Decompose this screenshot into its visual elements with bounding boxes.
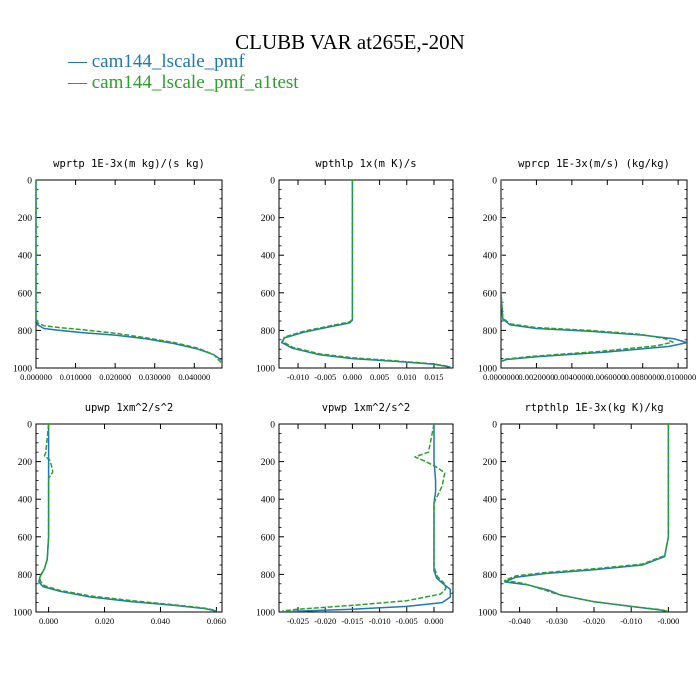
series-line-2 (282, 180, 451, 368)
panel-title: vpwp 1xm^2/s^2 (322, 402, 411, 414)
x-tick-label: 0.020000 (99, 372, 131, 382)
y-tick-label: 0 (270, 177, 275, 187)
x-tick-label: 0.0020000 (518, 372, 554, 382)
x-tick-label: 0.000 (343, 372, 362, 382)
panel-title: upwp 1xm^2/s^2 (85, 402, 174, 414)
x-tick-label: 0.030000 (139, 372, 171, 382)
y-tick-label: 1000 (256, 365, 275, 375)
x-tick-label: -0.020 (314, 616, 336, 626)
panel-title: wprcp 1E-3x(m/s) (kg/kg) (518, 158, 670, 170)
x-tick-label: -0.020 (583, 616, 605, 626)
x-tick-label: 0.010000 (60, 372, 92, 382)
panel-frame (35, 423, 223, 613)
x-tick-label: -0.015 (341, 616, 363, 626)
y-tick-label: 400 (261, 252, 276, 262)
panel-frame (278, 179, 454, 369)
x-tick-label: 0.005 (370, 372, 389, 382)
y-tick-label: 400 (483, 252, 498, 262)
y-tick-label: 400 (261, 496, 276, 506)
y-tick-label: 0 (27, 421, 32, 431)
legend-entry-series-2: — cam144_lscale_pmf_a1test (68, 72, 299, 93)
x-tick-label: 0.010 (397, 372, 416, 382)
panel-title: rtpthlp 1E-3x(kg K)/kg (524, 402, 663, 414)
series-line-2 (39, 424, 217, 612)
y-tick-label: 400 (18, 496, 33, 506)
series-line-1 (503, 424, 670, 612)
y-tick-label: 600 (18, 289, 33, 299)
y-tick-label: 200 (483, 458, 498, 468)
series-line-2 (501, 180, 674, 362)
series-line-2 (503, 424, 670, 612)
figure-title: CLUBB VAR at265E,-20N (235, 30, 465, 54)
x-tick-label: 0.0060000 (589, 372, 625, 382)
y-tick-label: 1000 (13, 609, 32, 619)
x-tick-label: -0.040 (509, 616, 531, 626)
y-tick-label: 1000 (13, 365, 32, 375)
y-tick-label: 1000 (256, 609, 275, 619)
series-line-2 (281, 424, 447, 612)
y-tick-label: 600 (18, 533, 33, 543)
y-tick-label: 200 (18, 214, 33, 224)
x-tick-label: 0.0080000 (625, 372, 661, 382)
panel-frame (500, 423, 688, 613)
series-line-1 (281, 424, 452, 612)
y-tick-label: 800 (18, 571, 33, 581)
y-tick-label: 800 (18, 327, 33, 337)
x-tick-label: -0.010 (369, 616, 391, 626)
y-tick-label: 200 (18, 458, 33, 468)
panel-title: wprtp 1E-3x(m kg)/(s kg) (53, 158, 205, 170)
x-tick-label: -0.005 (396, 616, 418, 626)
x-tick-label: 0.040000 (178, 372, 210, 382)
series-line-1 (501, 180, 687, 363)
x-tick-label: 0.015 (424, 372, 443, 382)
y-tick-label: 400 (18, 252, 33, 262)
y-tick-label: 600 (261, 289, 276, 299)
x-tick-label: -0.025 (287, 616, 309, 626)
y-tick-label: 600 (261, 533, 276, 543)
panel-frame (500, 179, 688, 369)
x-tick-label: 0.000 (424, 616, 443, 626)
y-tick-label: 800 (483, 571, 498, 581)
legend-entry-series-1: — cam144_lscale_pmf (68, 51, 245, 72)
y-tick-label: 200 (261, 214, 276, 224)
y-tick-label: 1000 (478, 609, 497, 619)
series-line-1 (36, 180, 222, 366)
x-tick-label: 0.040 (151, 616, 170, 626)
x-tick-label: -0.030 (546, 616, 568, 626)
y-tick-label: 600 (483, 533, 498, 543)
x-tick-label: -0.010 (287, 372, 309, 382)
x-tick-label: -0.010 (620, 616, 642, 626)
y-tick-label: 0 (27, 177, 32, 187)
series-line-2 (36, 180, 222, 364)
y-tick-label: 800 (261, 327, 276, 337)
y-tick-label: 0 (270, 421, 275, 431)
x-tick-label: -0.000 (657, 616, 679, 626)
y-tick-label: 0 (492, 177, 497, 187)
y-tick-label: 600 (483, 289, 498, 299)
x-tick-label: 0.0100000 (660, 372, 696, 382)
x-tick-label: 0.000000 (20, 372, 52, 382)
series-line-1 (38, 424, 217, 612)
x-tick-label: 0.0040000 (554, 372, 590, 382)
x-tick-label: 0.0000000 (483, 372, 519, 382)
y-tick-label: 1000 (478, 365, 497, 375)
x-tick-label: 0.020 (95, 616, 114, 626)
panel-title: wpthlp 1x(m K)/s (315, 158, 416, 170)
x-tick-label: 0.000 (39, 616, 58, 626)
y-tick-label: 800 (261, 571, 276, 581)
x-tick-label: 0.060 (207, 616, 226, 626)
y-tick-label: 200 (261, 458, 276, 468)
panel-frame (35, 179, 223, 369)
y-tick-label: 0 (492, 421, 497, 431)
x-tick-label: -0.005 (314, 372, 336, 382)
y-tick-label: 200 (483, 214, 498, 224)
series-line-1 (280, 180, 451, 368)
y-tick-label: 800 (483, 327, 498, 337)
y-tick-label: 400 (483, 496, 498, 506)
